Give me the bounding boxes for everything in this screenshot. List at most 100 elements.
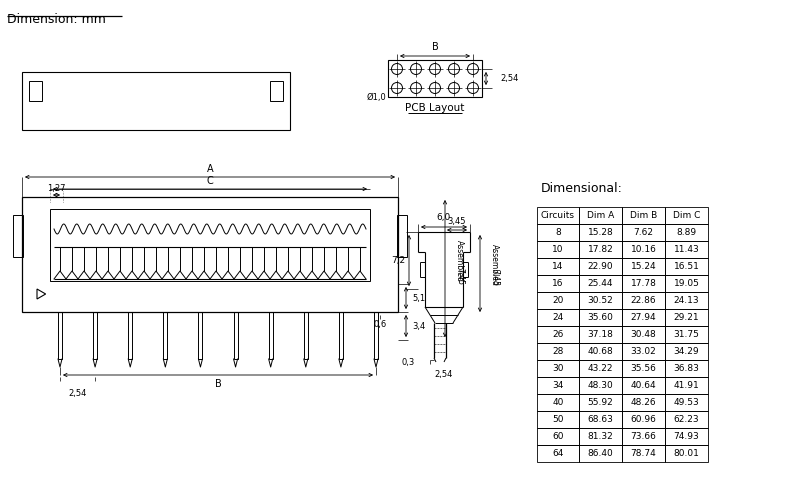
Text: Dimension: mm: Dimension: mm	[7, 13, 106, 26]
Bar	[578, 224, 622, 241]
Bar	[537, 309, 578, 326]
Bar	[622, 207, 664, 224]
Text: 1,27: 1,27	[47, 184, 66, 193]
Bar	[578, 207, 622, 224]
Bar	[22, 197, 398, 312]
Bar	[537, 224, 578, 241]
Bar	[664, 343, 707, 360]
Bar	[664, 428, 707, 445]
Bar	[622, 394, 664, 411]
Text: 24: 24	[552, 313, 563, 322]
Bar	[537, 377, 578, 394]
Text: 3,45: 3,45	[448, 217, 466, 226]
Text: 7,45: 7,45	[455, 268, 464, 285]
Text: 0,6: 0,6	[373, 320, 386, 329]
Text: 15.24: 15.24	[630, 262, 655, 271]
Text: 2,54: 2,54	[500, 74, 518, 83]
Bar	[664, 360, 707, 377]
Bar	[622, 275, 664, 292]
Bar	[578, 428, 622, 445]
Text: 27.94: 27.94	[630, 313, 655, 322]
Text: 36.83: 36.83	[673, 364, 699, 373]
Bar	[622, 258, 664, 275]
Text: 28: 28	[552, 347, 563, 356]
Bar	[578, 292, 622, 309]
Text: Ø1,0: Ø1,0	[366, 93, 386, 102]
Text: 14: 14	[552, 262, 563, 271]
Text: 0,3: 0,3	[401, 358, 415, 367]
Bar	[396, 215, 407, 257]
Text: 10.16: 10.16	[630, 245, 655, 254]
Text: 48.26: 48.26	[630, 398, 655, 407]
Text: 35.60: 35.60	[587, 313, 613, 322]
Text: 30: 30	[552, 364, 563, 373]
Text: Assembled: Assembled	[489, 244, 498, 285]
Bar	[22, 72, 290, 130]
Bar	[537, 394, 578, 411]
Text: 41.91: 41.91	[673, 381, 699, 390]
Text: 81.32: 81.32	[587, 432, 613, 441]
Bar	[664, 394, 707, 411]
Bar	[622, 377, 664, 394]
Bar	[537, 343, 578, 360]
Bar	[664, 326, 707, 343]
Text: 2,54: 2,54	[68, 389, 87, 398]
Bar	[578, 394, 622, 411]
Bar	[622, 292, 664, 309]
Bar	[578, 411, 622, 428]
Text: Assembled: Assembled	[455, 240, 464, 281]
Bar	[578, 258, 622, 275]
Bar	[58, 312, 62, 359]
Bar	[622, 428, 664, 445]
Text: 7,45: 7,45	[489, 269, 498, 286]
Bar	[578, 445, 622, 462]
Text: 6,0: 6,0	[436, 213, 451, 222]
Bar	[50, 209, 370, 281]
Bar	[664, 258, 707, 275]
Text: 60: 60	[552, 432, 563, 441]
Bar	[622, 360, 664, 377]
Text: Circuits: Circuits	[541, 211, 574, 220]
Bar	[622, 241, 664, 258]
Bar	[338, 312, 342, 359]
Bar	[537, 241, 578, 258]
Text: 74.93: 74.93	[673, 432, 699, 441]
Bar	[622, 326, 664, 343]
Text: 86.40: 86.40	[587, 449, 613, 458]
Text: 40.64: 40.64	[630, 381, 655, 390]
Bar	[163, 312, 167, 359]
Text: 49.53: 49.53	[673, 398, 699, 407]
Bar	[664, 445, 707, 462]
Text: 16.51: 16.51	[673, 262, 699, 271]
Bar	[537, 258, 578, 275]
Bar	[13, 215, 23, 257]
Text: A: A	[206, 164, 213, 174]
Bar	[93, 312, 97, 359]
Text: 34.29: 34.29	[673, 347, 699, 356]
Bar	[578, 360, 622, 377]
Bar	[387, 60, 481, 97]
Bar	[128, 312, 132, 359]
Text: 30.52: 30.52	[587, 296, 613, 305]
Bar	[578, 241, 622, 258]
Text: 10: 10	[552, 245, 563, 254]
Text: 3,4: 3,4	[411, 321, 425, 331]
Text: 8: 8	[554, 228, 560, 237]
Text: 29.21: 29.21	[673, 313, 699, 322]
Text: 37.18: 37.18	[587, 330, 613, 339]
Bar	[664, 207, 707, 224]
Bar	[664, 241, 707, 258]
Text: 35.56: 35.56	[630, 364, 655, 373]
Bar	[29, 81, 42, 101]
Text: 8.89: 8.89	[675, 228, 695, 237]
Text: 2,54: 2,54	[434, 370, 452, 379]
Text: Dim A: Dim A	[586, 211, 614, 220]
Bar	[537, 428, 578, 445]
Bar	[578, 326, 622, 343]
Text: 17.82: 17.82	[587, 245, 613, 254]
Bar	[622, 445, 664, 462]
Text: 50: 50	[552, 415, 563, 424]
Text: 48.30: 48.30	[587, 381, 613, 390]
Bar	[374, 312, 378, 359]
Text: 22.86: 22.86	[630, 296, 655, 305]
